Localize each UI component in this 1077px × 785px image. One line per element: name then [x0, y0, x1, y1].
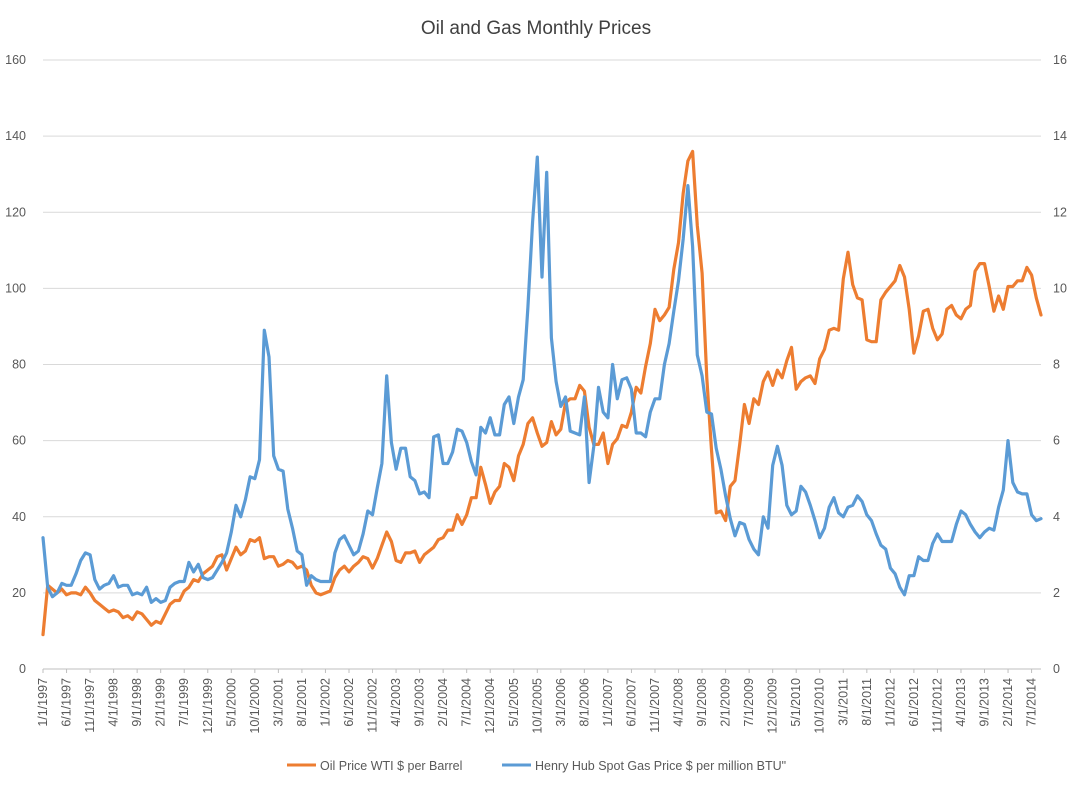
x-tick-label: 2/1/1999 — [154, 678, 168, 727]
legend: Oil Price WTI $ per Barrel Henry Hub Spo… — [287, 759, 786, 773]
x-tick-label: 2/1/2004 — [436, 678, 450, 727]
x-tick-label: 3/1/2011 — [836, 678, 850, 726]
y-right-tick-label: 8 — [1053, 358, 1060, 372]
y-left-tick-label: 0 — [19, 662, 26, 676]
x-tick-label: 1/1/2007 — [601, 678, 615, 727]
x-tick-label: 6/1/2012 — [907, 678, 921, 727]
y-left-tick-label: 140 — [5, 129, 26, 143]
x-axis-labels: 1/1/1997 6/1/1997 11/1/1997 4/1/1998 9/1/199… — [36, 669, 1039, 734]
x-tick-label: 12/1/2009 — [766, 678, 780, 734]
x-tick-label: 1/1/1997 — [36, 678, 50, 727]
x-tick-label: 10/1/2000 — [248, 678, 262, 734]
series-line-gas — [41, 155, 1043, 604]
x-tick-label: 8/1/2001 — [295, 678, 309, 727]
y-right-tick-label: 0 — [1053, 662, 1060, 676]
y-left-tick-label: 20 — [12, 586, 26, 600]
x-tick-label: 12/1/2004 — [483, 678, 497, 734]
series-lines — [41, 149, 1043, 637]
x-tick-label: 4/1/2008 — [672, 678, 686, 727]
y-right-tick-label: 16 — [1053, 53, 1067, 67]
y-right-tick-label: 10 — [1053, 281, 1067, 295]
series-line-oil — [41, 149, 1043, 637]
x-tick-label: 4/1/1998 — [107, 678, 121, 727]
y-left-tick-label: 160 — [5, 53, 26, 67]
y-left-tick-label: 40 — [12, 510, 26, 524]
x-tick-label: 3/1/2001 — [271, 678, 285, 727]
x-tick-label: 8/1/2006 — [577, 678, 591, 727]
x-tick-label: 9/1/1998 — [130, 678, 144, 727]
y-right-tick-label: 6 — [1053, 434, 1060, 448]
x-tick-label: 5/1/2005 — [507, 678, 521, 727]
x-tick-label: 7/1/2009 — [742, 678, 756, 727]
x-tick-label: 12/1/1999 — [201, 678, 215, 734]
y-left-tick-label: 60 — [12, 434, 26, 448]
x-tick-label: 11/1/1997 — [83, 678, 97, 733]
y-right-tick-label: 4 — [1053, 510, 1060, 524]
x-tick-label: 11/1/2007 — [648, 678, 662, 733]
x-tick-label: 6/1/1997 — [60, 678, 74, 727]
x-tick-label: 11/1/2012 — [930, 678, 944, 733]
x-tick-label: 6/1/2002 — [342, 678, 356, 727]
x-tick-label: 10/1/2010 — [813, 678, 827, 734]
x-tick-label: 7/1/2004 — [460, 678, 474, 727]
x-tick-label: 3/1/2006 — [554, 678, 568, 727]
x-tick-label: 4/1/2003 — [389, 678, 403, 727]
left-y-axis-labels: 0 20 40 60 80 100 120 140 160 — [5, 53, 26, 676]
y-left-tick-label: 120 — [5, 205, 26, 219]
x-tick-label: 2/1/2009 — [719, 678, 733, 727]
x-tick-label: 5/1/2000 — [224, 678, 238, 727]
x-tick-label: 4/1/2013 — [954, 678, 968, 727]
x-tick-label: 10/1/2005 — [530, 678, 544, 734]
chart-title: Oil and Gas Monthly Prices — [421, 18, 651, 39]
x-tick-label: 11/1/2002 — [366, 678, 380, 733]
x-tick-label: 2/1/2014 — [1001, 678, 1015, 727]
x-tick-label: 9/1/2013 — [978, 678, 992, 727]
x-tick-label: 9/1/2008 — [695, 678, 709, 727]
x-tick-label: 8/1/2011 — [860, 678, 874, 726]
gridlines — [43, 59, 1041, 670]
legend-label-oil: Oil Price WTI $ per Barrel — [320, 759, 462, 773]
x-tick-label: 7/1/1999 — [177, 678, 191, 727]
y-left-tick-label: 100 — [5, 281, 26, 295]
y-right-tick-label: 2 — [1053, 586, 1060, 600]
x-tick-label: 7/1/2014 — [1025, 678, 1039, 727]
y-right-tick-label: 12 — [1053, 205, 1067, 219]
y-right-tick-label: 14 — [1053, 129, 1067, 143]
x-tick-label: 6/1/2007 — [624, 678, 638, 727]
x-tick-label: 1/1/2002 — [318, 678, 332, 727]
legend-label-gas: Henry Hub Spot Gas Price $ per million B… — [535, 759, 786, 773]
right-y-axis-labels: 0 2 4 6 8 10 12 14 16 — [1053, 53, 1067, 676]
y-left-tick-label: 80 — [12, 358, 26, 372]
x-tick-label: 9/1/2003 — [413, 678, 427, 727]
x-tick-label: 1/1/2012 — [883, 678, 897, 727]
x-tick-label: 5/1/2010 — [789, 678, 803, 727]
